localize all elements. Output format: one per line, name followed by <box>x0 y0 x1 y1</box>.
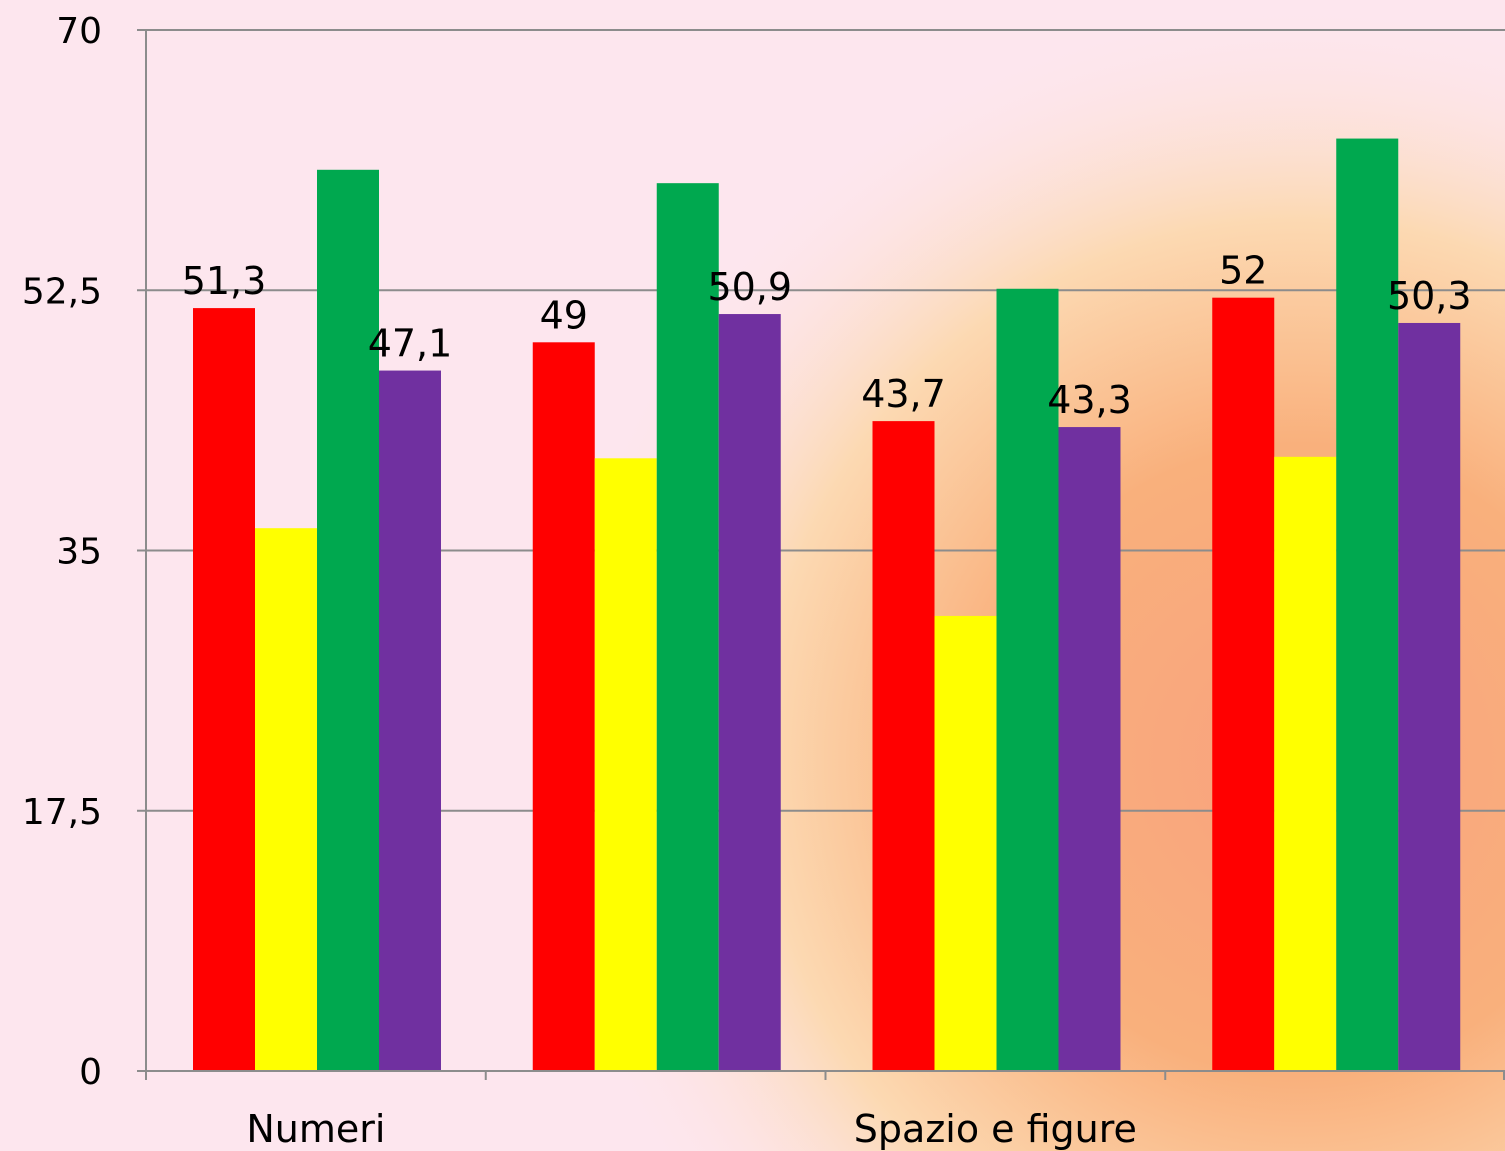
bar <box>872 421 935 1072</box>
data-label: 49 <box>540 293 588 337</box>
data-label: 50,3 <box>1387 274 1472 318</box>
data-label: 43,3 <box>1047 378 1132 422</box>
bar <box>379 370 441 1071</box>
bar <box>718 314 781 1071</box>
y-tick-label: 35 <box>56 532 102 573</box>
bar <box>1274 456 1337 1071</box>
y-tick-label: 70 <box>56 11 102 52</box>
bar <box>255 528 317 1071</box>
y-tick-label: 17,5 <box>22 792 102 833</box>
bar <box>996 288 1059 1072</box>
bar <box>656 183 719 1071</box>
bar <box>594 458 657 1072</box>
y-tick-label: 0 <box>79 1052 102 1093</box>
y-tick-label: 52,5 <box>22 271 102 312</box>
x-category-label: Numeri <box>246 1107 385 1151</box>
data-label: 47,1 <box>368 322 453 366</box>
bar <box>193 308 255 1071</box>
bar <box>934 615 997 1071</box>
bar <box>1336 138 1399 1072</box>
bar <box>1058 427 1121 1071</box>
data-label: 50,9 <box>707 265 792 309</box>
bar <box>532 342 595 1071</box>
bar <box>317 169 379 1071</box>
bar <box>1398 322 1461 1071</box>
bar <box>1212 297 1275 1072</box>
data-label: 51,3 <box>182 259 267 303</box>
data-label: 52 <box>1219 249 1267 293</box>
data-label: 43,7 <box>861 372 946 416</box>
x-category-label: Spazio e figure <box>854 1107 1137 1151</box>
